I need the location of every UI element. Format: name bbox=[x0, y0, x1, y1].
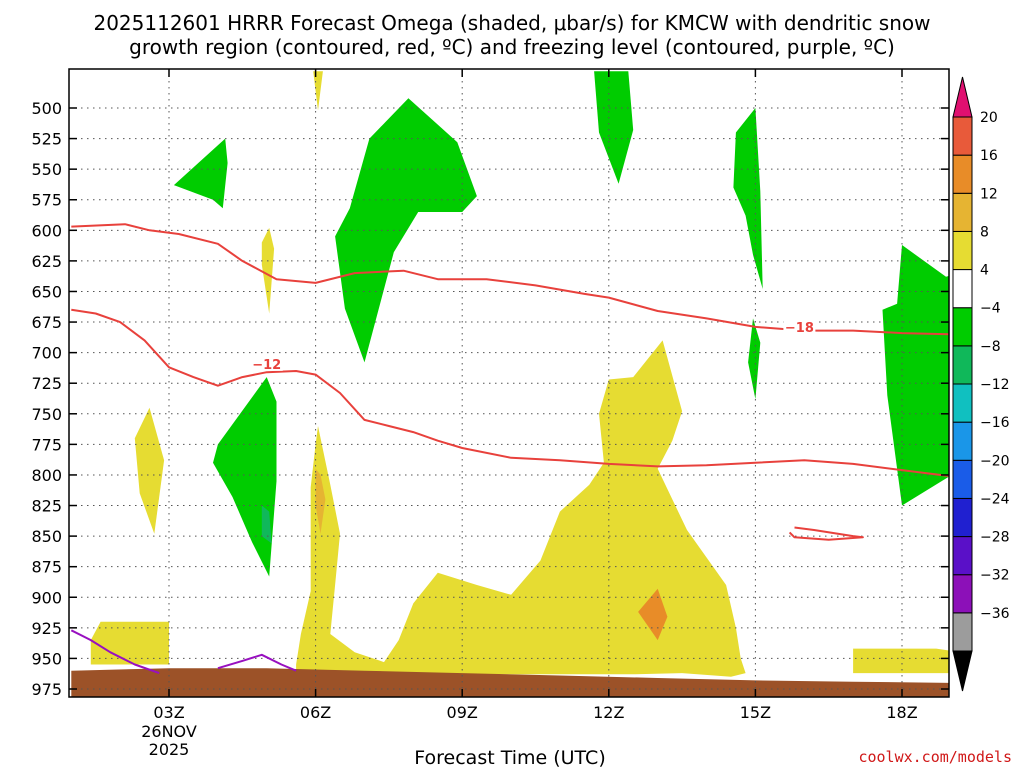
omega-region-10 bbox=[313, 71, 323, 111]
y-tick-label-600: 600 bbox=[31, 221, 62, 240]
y-tick-label-750: 750 bbox=[31, 405, 62, 424]
colorbar-bin-0 bbox=[952, 612, 973, 652]
colorbar: 20 16 12 8 4 −4 −8 −12 −16 −20 −24 −28 −32 −36 bbox=[952, 76, 1010, 692]
colorbar-bin-8 bbox=[952, 307, 973, 347]
x-tick-label-03Z: 03Z bbox=[153, 703, 184, 722]
y-tick-label-800: 800 bbox=[31, 466, 62, 485]
contour-line-2 bbox=[788, 526, 864, 541]
colorbar-bin-13 bbox=[952, 116, 973, 156]
colorbar-bin-10 bbox=[952, 230, 973, 271]
x-tick-label-15Z: 15Z bbox=[740, 703, 771, 722]
colorbar-bin-7 bbox=[952, 345, 973, 385]
colorbar-tick-label-12: −32 bbox=[980, 568, 1010, 584]
omega-region-6 bbox=[213, 377, 277, 577]
colorbar-bin-6 bbox=[952, 383, 973, 423]
colorbar-tick-label-6: −8 bbox=[980, 339, 1001, 355]
colorbar-tick-label-8: −16 bbox=[980, 415, 1010, 431]
colorbar-tick-label-7: −12 bbox=[980, 377, 1010, 393]
y-tick-label-850: 850 bbox=[31, 527, 62, 546]
y-tick-label-975: 975 bbox=[31, 680, 62, 699]
grid-lines bbox=[69, 69, 949, 697]
omega-region-3 bbox=[733, 108, 763, 289]
shaded-regions bbox=[90, 71, 949, 677]
colorbar-tick-label-5: −4 bbox=[980, 301, 1001, 317]
contour-line-4 bbox=[217, 653, 297, 672]
date-label-month: 26NOV bbox=[141, 722, 197, 741]
omega-region-2 bbox=[594, 71, 634, 184]
colorbar-bin-5 bbox=[952, 421, 973, 461]
y-tick-label-650: 650 bbox=[31, 282, 62, 301]
colorbar-tick-label-1: 16 bbox=[980, 148, 998, 164]
omega-region-11 bbox=[90, 621, 169, 665]
omega-region-14 bbox=[638, 588, 668, 641]
omega-region-12 bbox=[296, 340, 746, 677]
colorbar-bin-1 bbox=[952, 574, 973, 614]
y-tick-label-525: 525 bbox=[31, 130, 62, 149]
colorbar-tick-label-0: 20 bbox=[980, 110, 998, 126]
colorbar-over-arrow bbox=[952, 76, 973, 118]
y-tick-label-775: 775 bbox=[31, 435, 62, 454]
y-tick-label-700: 700 bbox=[31, 344, 62, 363]
colorbar-under-arrow bbox=[952, 650, 973, 692]
y-tick-label-950: 950 bbox=[31, 649, 62, 668]
omega-region-7 bbox=[261, 505, 272, 544]
contour-label-bg-0 bbox=[783, 319, 816, 335]
colorbar-tick-label-4: 4 bbox=[980, 263, 989, 279]
colorbar-bin-12 bbox=[952, 154, 973, 194]
colorbar-tick-label-10: −24 bbox=[980, 491, 1010, 507]
contour-line-3 bbox=[70, 629, 160, 675]
contour-line-0 bbox=[71, 223, 949, 336]
contour-labels: −18 −12 bbox=[250, 319, 816, 373]
colorbar-bin-9 bbox=[952, 269, 973, 309]
colorbar-tick-label-13: −36 bbox=[980, 606, 1010, 622]
y-tick-label-825: 825 bbox=[31, 497, 62, 516]
colorbar-bin-11 bbox=[952, 192, 973, 232]
y-tick-label-925: 925 bbox=[31, 619, 62, 638]
x-tick-label-18Z: 18Z bbox=[886, 703, 917, 722]
x-axis: 03Z 06Z 09Z 12Z 15Z 18Z bbox=[153, 69, 918, 722]
omega-region-5 bbox=[882, 245, 949, 506]
contour-lines bbox=[70, 223, 949, 675]
x-tick-label-09Z: 09Z bbox=[447, 703, 478, 722]
credit-text: coolwx.com/models bbox=[858, 748, 1012, 766]
colorbar-tick-label-2: 12 bbox=[980, 186, 998, 202]
ground-layer bbox=[71, 668, 949, 697]
colorbar-tick-label-9: −20 bbox=[980, 453, 1010, 469]
contour-label-1: −12 bbox=[252, 358, 281, 373]
contour-label-0: −18 bbox=[785, 321, 814, 336]
x-axis-label: Forecast Time (UTC) bbox=[414, 747, 605, 768]
colorbar-bin-2 bbox=[952, 536, 973, 576]
y-tick-label-725: 725 bbox=[31, 374, 62, 393]
plot-area: −18 −12 bbox=[69, 69, 949, 697]
colorbar-bin-4 bbox=[952, 459, 973, 499]
omega-region-13 bbox=[315, 468, 326, 534]
colorbar-tick-label-11: −28 bbox=[980, 530, 1010, 546]
y-tick-label-550: 550 bbox=[31, 160, 62, 179]
omega-region-0 bbox=[173, 138, 228, 209]
y-tick-label-575: 575 bbox=[31, 191, 62, 210]
chart-title-line1: 2025112601 HRRR Forecast Omega (shaded, … bbox=[93, 11, 930, 35]
ground-surface bbox=[71, 668, 949, 697]
y-axis: 500 525 550 575 600 625 650 675 700 725 750 775 800 8… bbox=[31, 99, 949, 699]
y-tick-label-625: 625 bbox=[31, 252, 62, 271]
omega-region-4 bbox=[748, 318, 761, 400]
omega-region-8 bbox=[134, 407, 165, 534]
y-tick-label-875: 875 bbox=[31, 558, 62, 577]
chart-title-line2: growth region (contoured, red, ºC) and f… bbox=[129, 35, 895, 59]
contour-line-1 bbox=[71, 308, 949, 477]
colorbar-tick-label-3: 8 bbox=[980, 224, 989, 240]
omega-region-15 bbox=[853, 648, 949, 674]
y-tick-label-675: 675 bbox=[31, 313, 62, 332]
colorbar-bin-3 bbox=[952, 497, 973, 538]
y-tick-label-900: 900 bbox=[31, 588, 62, 607]
contour-label-bg-1 bbox=[250, 355, 283, 371]
y-tick-label-500: 500 bbox=[31, 99, 62, 118]
date-label-year: 2025 bbox=[149, 740, 190, 759]
x-tick-label-06Z: 06Z bbox=[300, 703, 331, 722]
omega-region-9 bbox=[261, 227, 275, 314]
x-tick-label-12Z: 12Z bbox=[593, 703, 624, 722]
